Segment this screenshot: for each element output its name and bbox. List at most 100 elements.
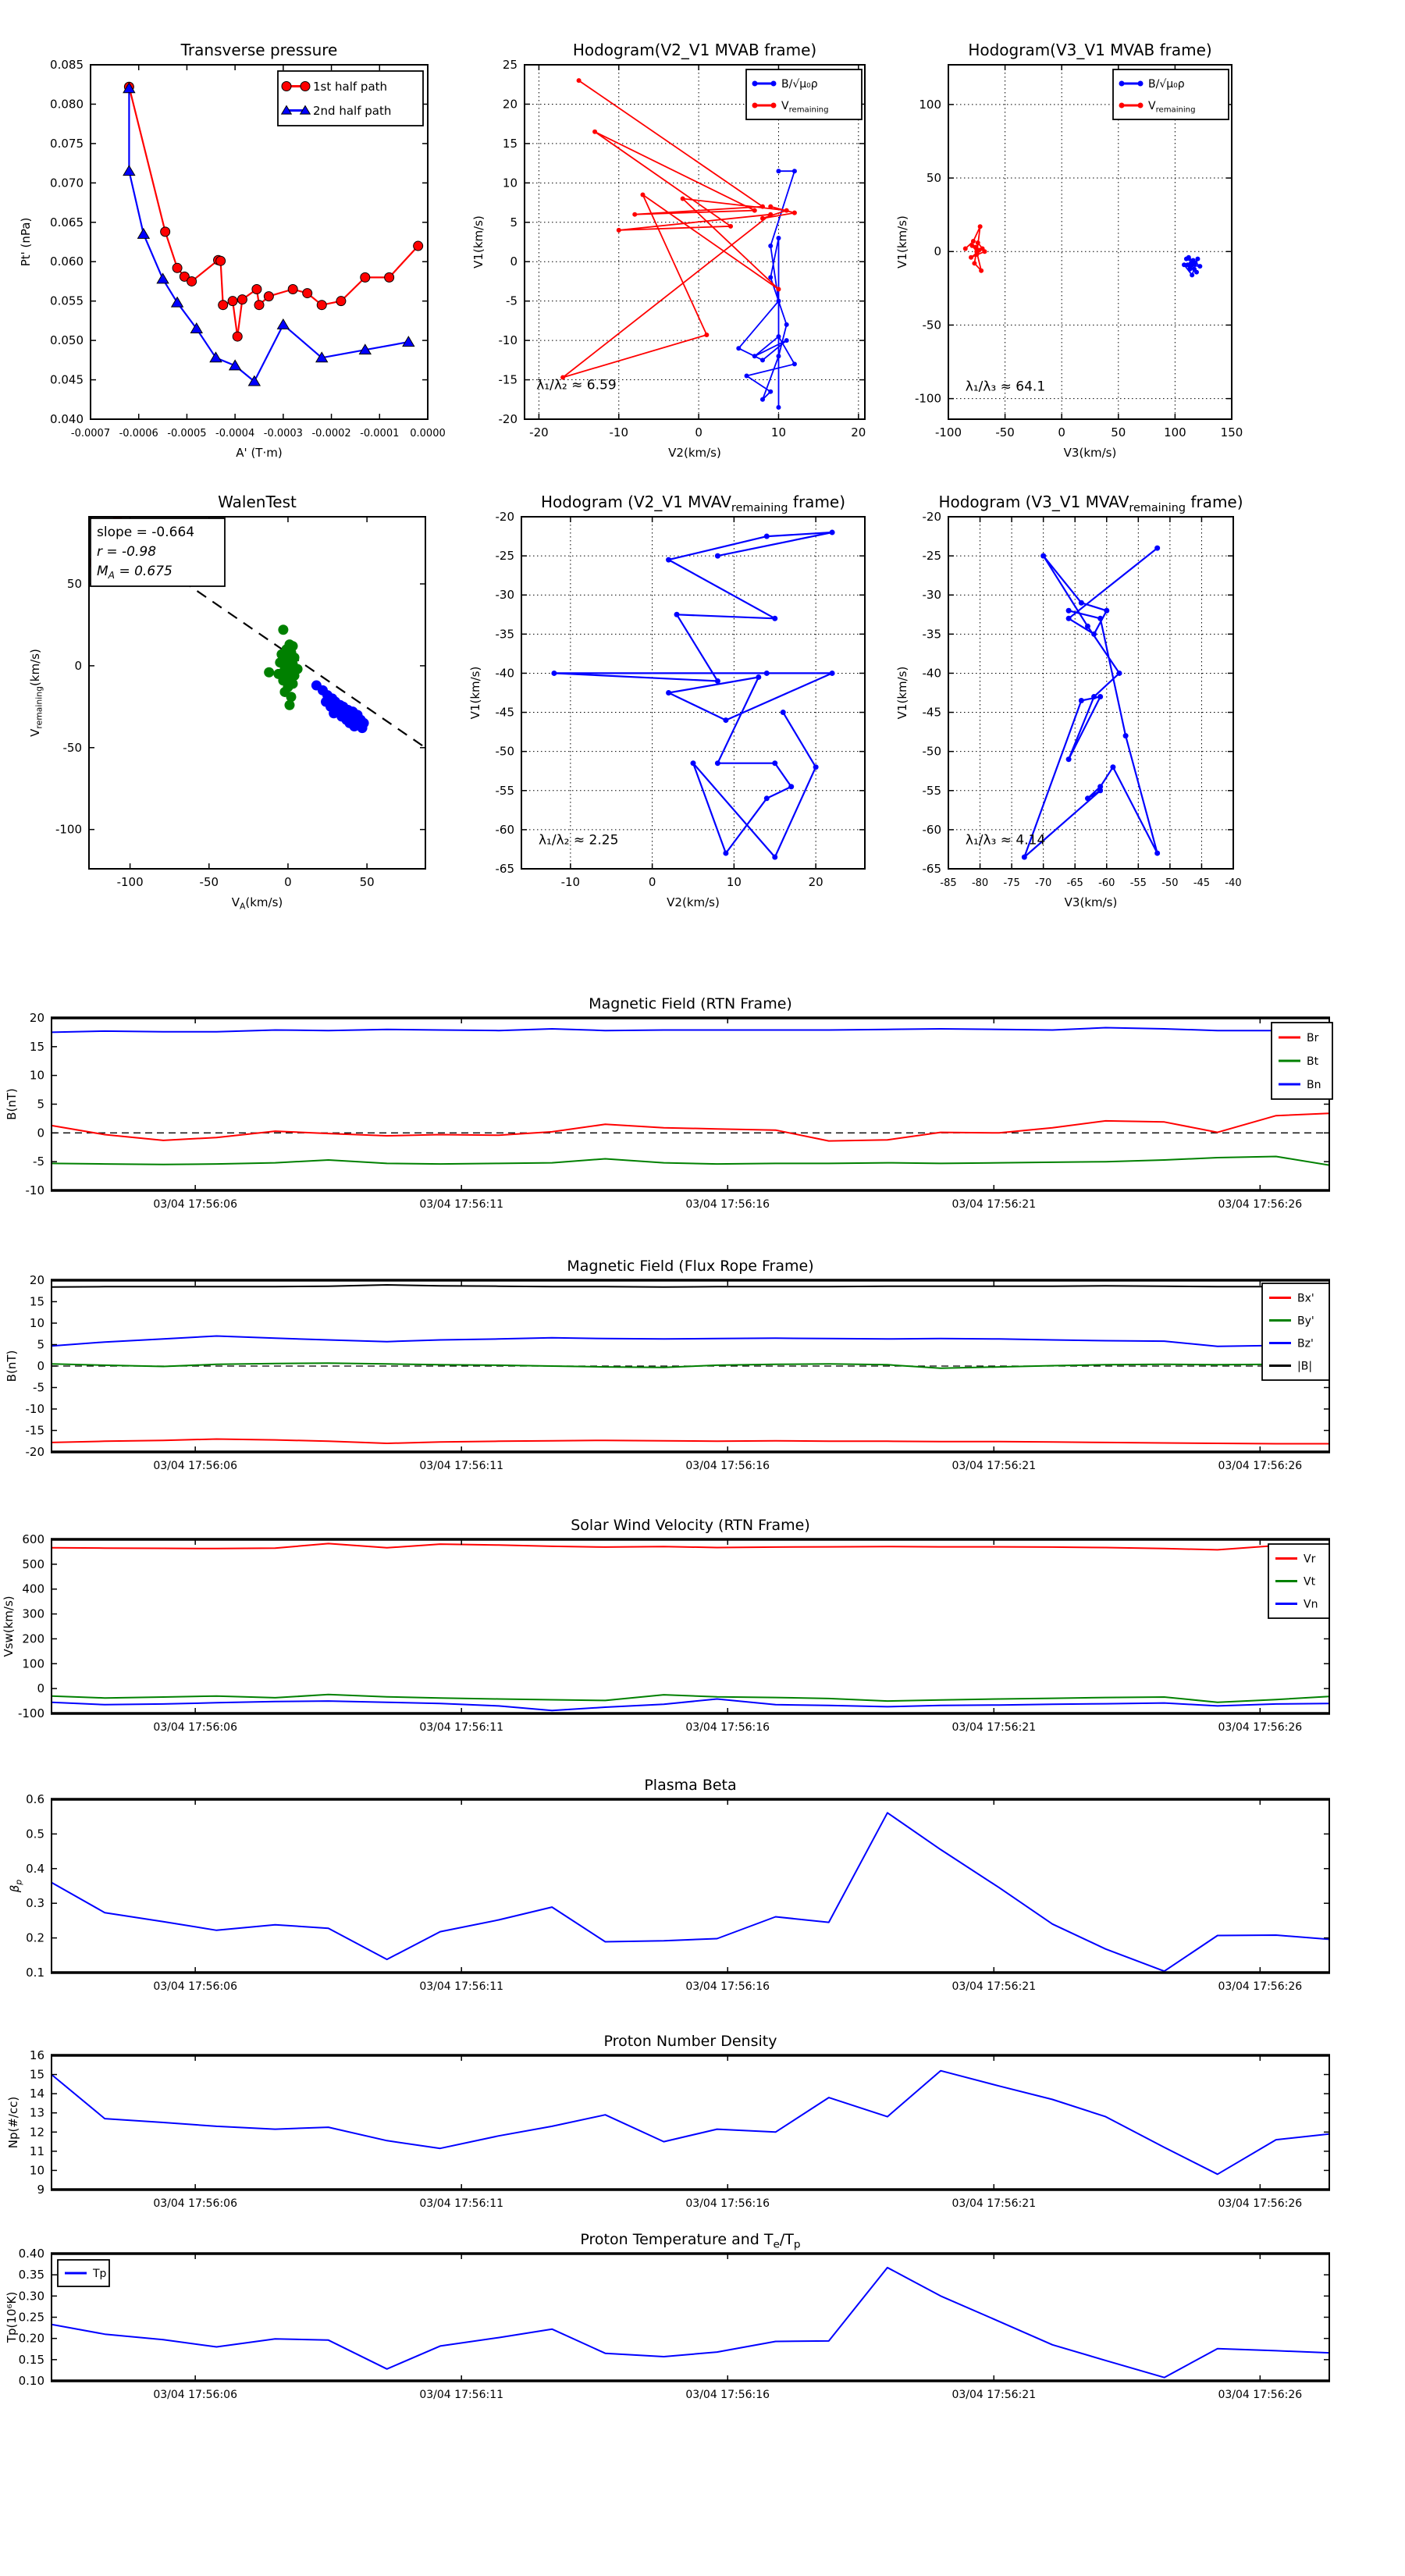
svg-text:10: 10 <box>30 2163 44 2177</box>
svg-text:0.5: 0.5 <box>26 1827 44 1841</box>
svg-text:0.25: 0.25 <box>19 2311 44 2325</box>
svg-text:03/04 17:56:21: 03/04 17:56:21 <box>951 2197 1036 2210</box>
svg-text:0.10: 0.10 <box>19 2374 44 2388</box>
svg-text:0.2: 0.2 <box>26 1931 44 1945</box>
svg-text:10: 10 <box>771 425 786 439</box>
svg-text:-100: -100 <box>55 823 82 837</box>
svg-text:-10: -10 <box>561 875 581 889</box>
svg-text:03/04 17:56:16: 03/04 17:56:16 <box>685 1980 770 1993</box>
svg-text:0.0000: 0.0000 <box>410 428 446 439</box>
svg-text:-60: -60 <box>496 823 515 837</box>
svg-text:V3(km/s): V3(km/s) <box>1064 446 1117 460</box>
svg-text:03/04 17:56:26: 03/04 17:56:26 <box>1218 1721 1302 1734</box>
svg-text:600: 600 <box>22 1532 44 1546</box>
svg-text:-30: -30 <box>496 588 515 602</box>
svg-text:Vsw(km/s): Vsw(km/s) <box>2 1596 16 1656</box>
svg-text:0: 0 <box>934 244 941 258</box>
svg-text:5: 5 <box>37 1338 44 1352</box>
svg-text:-35: -35 <box>496 627 515 641</box>
svg-text:Vt: Vt <box>1304 1576 1316 1589</box>
svg-text:-10: -10 <box>26 1402 45 1416</box>
svg-text:Vremaining: Vremaining <box>781 100 828 114</box>
chart-proton-density-group: 03/04 17:56:06 03/04 17:56:11 03/04 17:56:… <box>6 2033 1330 2210</box>
svg-text:-50: -50 <box>923 318 942 332</box>
svg-text:03/04 17:56:16: 03/04 17:56:16 <box>685 2197 770 2210</box>
svg-text:Pt' (nPa): Pt' (nPa) <box>19 218 33 267</box>
svg-text:15: 15 <box>30 1295 44 1309</box>
svg-text:03/04 17:56:06: 03/04 17:56:06 <box>153 1460 237 1472</box>
svg-text:B(nT): B(nT) <box>5 1088 19 1120</box>
svg-text:Bt: Bt <box>1307 1055 1319 1068</box>
svg-text:0.20: 0.20 <box>19 2332 44 2346</box>
svg-text:Tp: Tp <box>92 2268 107 2280</box>
svg-text:-20: -20 <box>923 510 942 524</box>
svg-text:-20: -20 <box>496 510 515 524</box>
chart-mag-rtn-group: 03/04 17:56:06 03/04 17:56:11 03/04 17:56:… <box>5 995 1333 1211</box>
svg-text:50: 50 <box>927 171 941 185</box>
svg-text:-100: -100 <box>117 875 144 889</box>
svg-text:0: 0 <box>510 254 518 269</box>
svg-text:10: 10 <box>30 1069 44 1083</box>
svg-text:03/04 17:56:21: 03/04 17:56:21 <box>951 1721 1036 1734</box>
svg-text:-40: -40 <box>1225 877 1241 889</box>
svg-text:-65: -65 <box>923 862 942 876</box>
svg-text:03/04 17:56:06: 03/04 17:56:06 <box>153 1198 237 1211</box>
svg-text:r = -0.98: r = -0.98 <box>97 544 156 560</box>
svg-text:-0.0005: -0.0005 <box>167 428 206 439</box>
svg-text:V2(km/s): V2(km/s) <box>667 895 720 909</box>
svg-text:Bn: Bn <box>1307 1079 1321 1091</box>
svg-text:B/√μ₀ρ: B/√μ₀ρ <box>1148 78 1185 91</box>
svg-text:Bz': Bz' <box>1297 1338 1314 1350</box>
svg-text:-70: -70 <box>1035 877 1051 889</box>
svg-text:100: 100 <box>919 98 941 112</box>
svg-text:-10: -10 <box>610 425 629 439</box>
svg-text:|B|: |B| <box>1297 1361 1312 1373</box>
svg-text:-80: -80 <box>972 877 988 889</box>
svg-text:20: 20 <box>30 1011 44 1025</box>
svg-text:0.060: 0.060 <box>50 254 84 269</box>
svg-text:λ₁/λ₂ ≈ 6.59: λ₁/λ₂ ≈ 6.59 <box>536 377 616 393</box>
svg-text:-10: -10 <box>499 333 518 347</box>
svg-text:03/04 17:56:26: 03/04 17:56:26 <box>1218 1460 1302 1472</box>
svg-text:-50: -50 <box>496 745 515 759</box>
svg-text:-50: -50 <box>200 875 219 889</box>
svg-text:Vr: Vr <box>1304 1553 1316 1566</box>
svg-text:0.045: 0.045 <box>50 373 84 387</box>
svg-text:-10: -10 <box>26 1183 45 1197</box>
svg-text:03/04 17:56:26: 03/04 17:56:26 <box>1218 2197 1302 2210</box>
svg-text:V3(km/s): V3(km/s) <box>1065 895 1118 909</box>
svg-text:B(nT): B(nT) <box>5 1350 19 1382</box>
svg-text:V1(km/s): V1(km/s) <box>895 215 909 269</box>
svg-text:0.4: 0.4 <box>26 1862 44 1876</box>
svg-text:15: 15 <box>30 2068 44 2082</box>
svg-text:50: 50 <box>67 577 82 591</box>
svg-text:-25: -25 <box>923 549 942 563</box>
svg-text:03/04 17:56:26: 03/04 17:56:26 <box>1218 1980 1302 1993</box>
svg-text:0.050: 0.050 <box>50 333 84 347</box>
svg-text:03/04 17:56:11: 03/04 17:56:11 <box>419 1980 503 1993</box>
svg-text:-0.0004: -0.0004 <box>215 428 254 439</box>
svg-text:03/04 17:56:11: 03/04 17:56:11 <box>419 1460 503 1472</box>
svg-text:0.085: 0.085 <box>50 58 84 72</box>
svg-text:0.070: 0.070 <box>50 176 84 190</box>
svg-text:-20: -20 <box>499 412 518 426</box>
svg-text:50: 50 <box>1111 425 1126 439</box>
svg-text:Proton Number Density: Proton Number Density <box>604 2033 777 2050</box>
svg-text:0: 0 <box>37 1359 44 1373</box>
svg-text:500: 500 <box>22 1557 44 1571</box>
svg-text:50: 50 <box>360 875 375 889</box>
svg-text:-0.0007: -0.0007 <box>71 428 110 439</box>
svg-text:-0.0003: -0.0003 <box>264 428 303 439</box>
chart-proton-temperature-group: 03/04 17:56:06 03/04 17:56:11 03/04 17:56:… <box>5 2231 1330 2401</box>
svg-text:12: 12 <box>30 2125 44 2139</box>
svg-text:03/04 17:56:06: 03/04 17:56:06 <box>153 2197 237 2210</box>
svg-text:5: 5 <box>37 1098 44 1112</box>
svg-text:Bx': Bx' <box>1297 1293 1314 1305</box>
svg-text:03/04 17:56:11: 03/04 17:56:11 <box>419 2197 503 2210</box>
svg-text:Vn: Vn <box>1304 1599 1318 1611</box>
svg-text:-0.0006: -0.0006 <box>119 428 158 439</box>
